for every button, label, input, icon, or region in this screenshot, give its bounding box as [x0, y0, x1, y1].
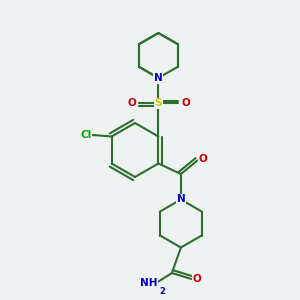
Text: O: O [198, 154, 207, 164]
Text: N: N [176, 194, 185, 205]
Text: NH: NH [140, 278, 158, 289]
Text: S: S [154, 98, 162, 109]
Text: Cl: Cl [80, 130, 92, 140]
Text: O: O [192, 274, 201, 284]
Text: 2: 2 [159, 286, 165, 296]
Text: O: O [181, 98, 190, 109]
Text: N: N [154, 73, 163, 83]
Text: O: O [127, 98, 136, 109]
